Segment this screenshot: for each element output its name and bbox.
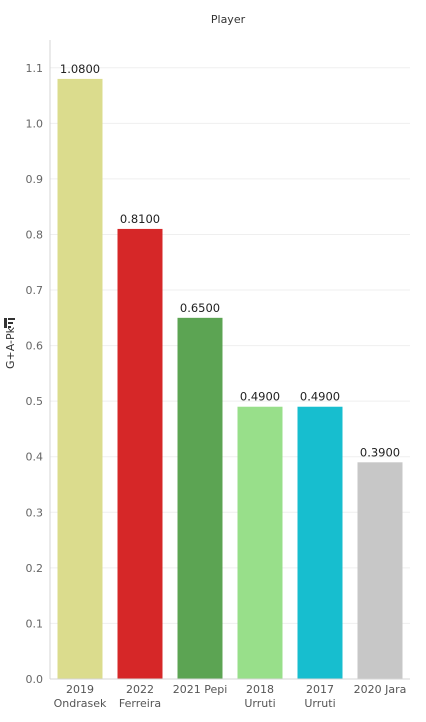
bar[interactable]	[297, 406, 343, 679]
data-label: 0.8100	[120, 212, 160, 226]
y-tick-label: 0.6	[26, 340, 44, 353]
x-category-line: 2020 Jara	[354, 683, 407, 696]
data-label: 0.3900	[360, 445, 400, 459]
x-category-label: 2020 Jara	[354, 683, 407, 696]
y-tick-label: 1.1	[26, 62, 44, 75]
x-category-label: 2019 Ondrasek	[54, 683, 107, 710]
y-axis: 0.0 0.1 0.2 0.3 0.4 0.5 0.6 0.7 0.8 0.9 1.0 1.1	[26, 40, 51, 686]
data-label: 0.6500	[180, 301, 220, 315]
bar[interactable]	[237, 406, 283, 679]
data-labels: 1.0800 0.8100 0.6500 0.4900 0.4900 0.3900	[60, 62, 400, 459]
x-category-line: 2021 Pepi	[173, 683, 228, 696]
x-category-line: 2019	[66, 683, 94, 696]
bar[interactable]	[117, 228, 163, 679]
bar[interactable]	[177, 317, 223, 679]
x-category-line: Urruti	[304, 697, 335, 710]
gridlines	[50, 67, 410, 680]
y-tick-label: 0.1	[26, 617, 44, 630]
x-category-line: 2017	[306, 683, 334, 696]
bars	[57, 78, 403, 680]
data-label: 0.4900	[240, 390, 280, 404]
y-tick-label: 0.7	[26, 284, 44, 297]
y-axis-title: G+A-Pk	[4, 326, 17, 369]
y-tick-label: 0.5	[26, 395, 44, 408]
y-tick-label: 0.9	[26, 173, 44, 186]
x-category-label: 2022 Ferreira	[119, 683, 161, 710]
x-category-line: 2022	[126, 683, 154, 696]
y-tick-label: 1.0	[26, 117, 44, 130]
x-category-line: 2018	[246, 683, 274, 696]
data-label: 0.4900	[300, 390, 340, 404]
column-header-title: Player	[211, 13, 246, 26]
x-category-label: 2018 Urruti	[244, 683, 275, 710]
bar[interactable]	[57, 78, 103, 680]
y-tick-label: 0.3	[26, 506, 44, 519]
x-category-line: Urruti	[244, 697, 275, 710]
y-tick-label: 0.0	[26, 673, 44, 686]
x-category-line: Ferreira	[119, 697, 161, 710]
bar[interactable]	[357, 462, 403, 679]
x-category-line: Ondrasek	[54, 697, 107, 710]
y-tick-label: 0.2	[26, 562, 44, 575]
data-label: 1.0800	[60, 62, 100, 76]
x-category-label: 2021 Pepi	[173, 683, 228, 696]
y-tick-label: 0.4	[26, 451, 44, 464]
x-category-label: 2017 Urruti	[304, 683, 335, 710]
y-tick-label: 0.8	[26, 228, 44, 241]
sort-descending-icon[interactable]	[4, 318, 15, 328]
